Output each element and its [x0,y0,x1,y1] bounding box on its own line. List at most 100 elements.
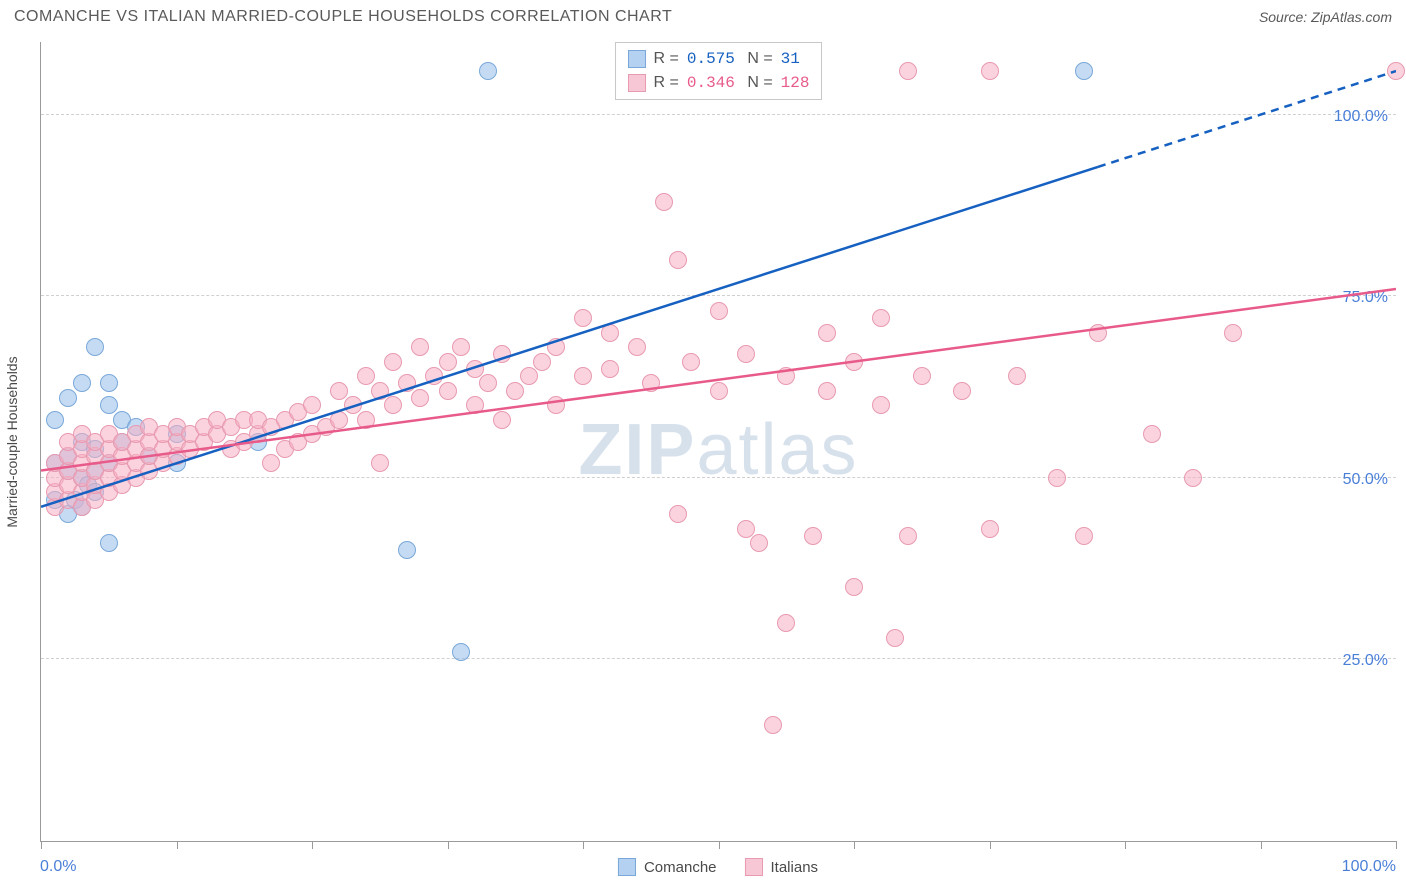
scatter-point [872,309,890,327]
legend-correlation: R =0.575 N = 31R =0.346 N =128 [615,42,823,100]
scatter-point [330,382,348,400]
scatter-point [398,541,416,559]
legend-r-label: R = [654,71,679,95]
scatter-point [777,367,795,385]
gridline-h [41,658,1396,659]
plot-area: ZIPatlas R =0.575 N = 31R =0.346 N =128 … [40,42,1396,842]
scatter-point [737,520,755,538]
scatter-point [493,345,511,363]
scatter-point [493,411,511,429]
scatter-point [737,345,755,363]
scatter-point [344,396,362,414]
x-tick [1125,841,1126,849]
x-tick [41,841,42,849]
x-tick [1396,841,1397,849]
scatter-point [953,382,971,400]
legend-r-label: R = [654,47,679,71]
scatter-point [1075,527,1093,545]
scatter-point [899,62,917,80]
scatter-point [439,353,457,371]
legend-swatch [745,858,763,876]
scatter-point [384,396,402,414]
legend-label: Italians [771,859,819,876]
scatter-point [466,360,484,378]
chart-header: COMANCHE VS ITALIAN MARRIED-COUPLE HOUSE… [0,0,1406,32]
scatter-point [303,396,321,414]
watermark: ZIPatlas [578,409,858,491]
gridline-h [41,114,1396,115]
scatter-point [669,505,687,523]
scatter-point [818,382,836,400]
scatter-point [655,193,673,211]
scatter-point [818,324,836,342]
scatter-point [86,338,104,356]
x-axis-min-label: 0.0% [40,858,76,876]
scatter-point [845,353,863,371]
scatter-point [46,411,64,429]
scatter-point [547,338,565,356]
scatter-point [1008,367,1026,385]
scatter-point [466,396,484,414]
scatter-point [628,338,646,356]
scatter-point [845,578,863,596]
scatter-point [357,367,375,385]
scatter-point [1143,425,1161,443]
y-tick-label: 100.0% [1334,108,1388,126]
x-tick [177,841,178,849]
scatter-point [886,629,904,647]
scatter-point [411,338,429,356]
scatter-point [533,353,551,371]
scatter-point [59,389,77,407]
scatter-point [601,360,619,378]
legend-r-value: 0.575 [687,47,735,71]
y-tick-label: 50.0% [1343,471,1388,489]
scatter-point [1089,324,1107,342]
y-axis-label: Married-couple Households [4,356,20,527]
scatter-point [371,454,389,472]
scatter-point [1387,62,1405,80]
y-tick-label: 75.0% [1343,289,1388,307]
scatter-point [1184,469,1202,487]
scatter-point [710,302,728,320]
x-tick [583,841,584,849]
legend-row: R =0.346 N =128 [628,71,810,95]
x-tick [448,841,449,849]
legend-item: Comanche [618,858,717,876]
scatter-point [384,353,402,371]
scatter-point [439,382,457,400]
scatter-point [1048,469,1066,487]
legend-n-label: N = [743,71,773,95]
scatter-point [981,62,999,80]
legend-swatch [618,858,636,876]
scatter-point [1224,324,1242,342]
scatter-point [506,382,524,400]
legend-swatch [628,50,646,68]
scatter-point [262,454,280,472]
scatter-point [479,374,497,392]
x-tick [854,841,855,849]
scatter-point [750,534,768,552]
scatter-point [479,62,497,80]
y-tick-label: 25.0% [1343,652,1388,670]
scatter-point [601,324,619,342]
scatter-point [425,367,443,385]
scatter-point [100,534,118,552]
scatter-point [452,643,470,661]
scatter-point [398,374,416,392]
legend-n-value: 128 [781,71,810,95]
scatter-point [872,396,890,414]
scatter-point [371,382,389,400]
legend-item: Italians [745,858,819,876]
scatter-point [913,367,931,385]
chart-container: Married-couple Households ZIPatlas R =0.… [40,42,1396,842]
scatter-point [547,396,565,414]
scatter-point [73,374,91,392]
scatter-point [804,527,822,545]
legend-label: Comanche [644,859,717,876]
scatter-point [574,309,592,327]
x-tick [1261,841,1262,849]
scatter-point [981,520,999,538]
scatter-point [710,382,728,400]
x-tick [312,841,313,849]
chart-title: COMANCHE VS ITALIAN MARRIED-COUPLE HOUSE… [14,8,672,26]
